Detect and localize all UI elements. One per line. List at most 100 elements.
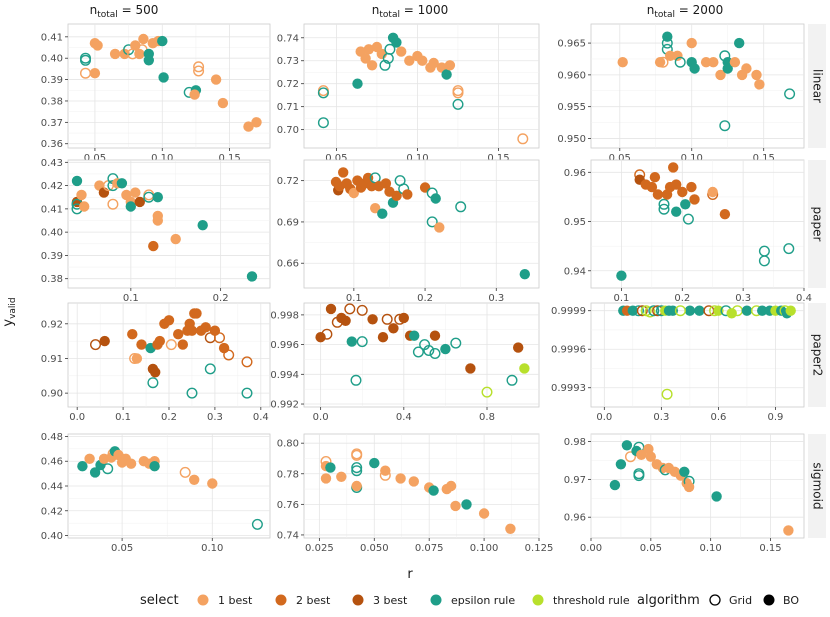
data-point [409,330,420,341]
data-point [241,356,253,368]
panel-sigmoid-1000: 0.025 0.050 0.075 0.100 0.125 0.74 0.76 0.78 0.8… [277,433,553,554]
panel-paper2-1000: 0.0 0.4 0.8 0.992 0.994 0.996 0.998 [270,302,540,423]
data-point [402,189,413,200]
data-point [200,322,211,333]
data-point [452,87,464,99]
data-point [617,57,628,68]
panel-paper2-2000: 0.0 0.3 0.6 0.9 0.9993 0.9996 0.9999 [551,302,805,423]
data-point [680,199,691,210]
panel-sigmoid-500: 0.05 0.10 0.40 0.42 0.44 0.46 0.48 [41,432,271,554]
data-point [204,363,216,375]
data-point [367,314,378,325]
data-point [338,167,349,178]
svg-text:BO: BO [783,594,799,607]
y-tick-label: 0.42 [41,506,63,517]
data-point [423,345,435,357]
y-tick-label: 0.38 [41,274,63,285]
data-point [217,97,229,109]
x-tick-label: 0.2 [213,293,229,304]
data-point [455,201,467,213]
data-point [440,343,451,355]
data-point [694,305,705,316]
data-point [417,55,428,66]
panel-paper-500: 0.1 0.2 0.38 0.39 0.40 0.41 0.42 0.43 [41,158,271,304]
data-point [757,305,768,316]
data-point [517,133,529,145]
y-tick-label: 0.96 [564,513,586,524]
data-point [340,315,351,326]
legend-key-2-best [275,594,287,606]
data-point [177,339,188,350]
x-tick-label: 0.05 [609,153,631,164]
legend-algorithm-title: algorithm [637,593,700,608]
data-point [119,48,130,60]
data-point [336,471,347,482]
data-point [79,52,91,64]
data-point [391,37,402,48]
data-point [636,305,648,317]
x-tick-label: 0.15 [753,153,775,164]
x-tick-label: 0.4 [253,412,269,423]
x-axis-label: r [407,567,413,582]
data-point [719,209,731,220]
x-tick-label: 0.10 [681,153,703,164]
data-point [758,255,770,267]
data-point [89,467,101,478]
legend-key-epsilon-rule [430,594,442,606]
data-point [366,60,378,71]
data-point [505,523,516,534]
data-point [783,525,794,536]
data-point [321,328,333,340]
x-tick-label: 0.4 [396,412,412,423]
data-point [165,339,177,351]
data-point [633,468,645,480]
y-tick-label: 0.37 [41,118,63,129]
data-point [143,55,154,66]
data-point [751,69,762,81]
data-point [138,33,149,45]
data-point [671,206,682,217]
y-tick-label: 0.38 [41,96,63,107]
data-point [351,480,362,492]
y-tick-label: 0.74 [277,33,299,44]
y-tick-label: 0.950 [557,134,586,145]
panel-paper2-500: 0.0 0.1 0.2 0.3 0.4 0.90 0.91 0.92 [41,302,271,423]
data-point [689,194,700,205]
x-tick-label: 0.2 [161,412,177,423]
y-tick-label: 0.40 [41,531,63,542]
data-point [711,491,722,502]
legend-item-bo: BO [763,594,799,607]
svg-text:sigmoid: sigmoid [811,462,825,509]
data-point [317,87,329,99]
x-tick-label: 0.05 [325,153,347,164]
data-point [320,473,332,484]
points-linear-2000 [617,31,796,132]
data-point [677,186,688,198]
data-point [729,57,741,68]
y-tick-label: 0.9996 [551,345,586,356]
data-point [679,466,690,477]
y-tick-label: 0.90 [41,389,63,400]
svg-text:Grid: Grid [729,594,752,607]
data-point [191,308,202,319]
data-point [71,175,83,187]
data-point [148,240,159,252]
data-point [351,449,363,461]
data-point [107,198,119,210]
panels-layer: 0.05 0.10 0.150.360.370.380.390.400.410.05… [41,23,812,554]
legend-item-2-best: 2 best [275,594,331,607]
x-tick-label: 0.00 [580,543,602,554]
data-point [658,203,670,215]
data-point [79,201,90,212]
x-tick-label: 0.3 [735,293,751,304]
data-point [450,500,461,512]
data-point [648,305,660,317]
x-tick-label: 0.10 [151,153,173,164]
points-linear-500 [79,33,262,132]
y-tick-label: 0.41 [41,32,63,43]
data-point [377,332,389,343]
y-tick-label: 0.72 [277,176,299,187]
panel-paper-1000: 0.1 0.2 0.3 0.66 0.69 0.72 [277,159,540,304]
data-point [179,466,191,478]
